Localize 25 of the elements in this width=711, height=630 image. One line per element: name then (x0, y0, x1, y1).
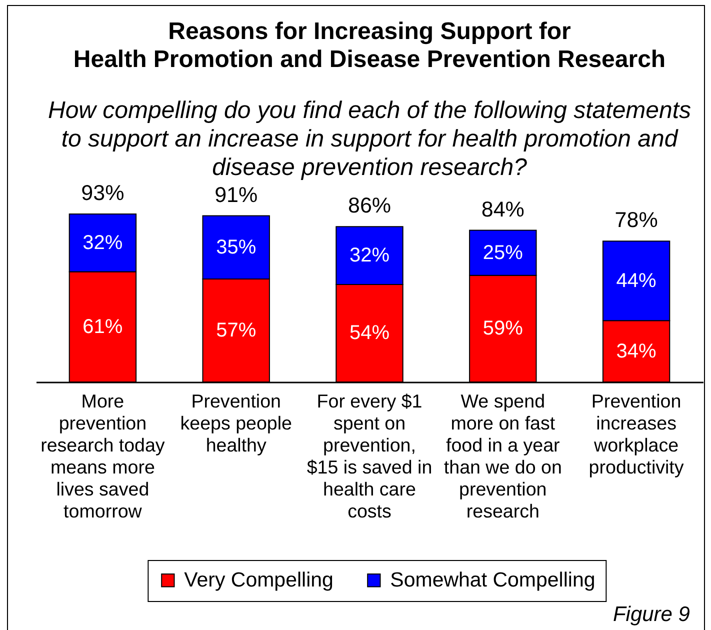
total-label: 86% (348, 194, 392, 218)
legend-label: Somewhat Compelling (390, 568, 596, 592)
data-label: 59% (482, 318, 524, 340)
chart-subtitle: How compelling do you find each of the following statements to support an increase in support for health promotion and disease prevention research? (48, 97, 692, 181)
chart-title: Reasons for Increasing Support for Health Promotion and Disease Prevention Research (73, 18, 666, 73)
legend-label: Very Compelling (184, 568, 334, 592)
total-label: 91% (214, 182, 258, 207)
total-label: 84% (481, 197, 524, 222)
x-tick-label: We spend more on fast food in a year than we do on prevention research (444, 390, 562, 522)
total-label: 93% (81, 181, 124, 205)
caption: Figure 9 (612, 603, 690, 627)
x-tick-label: Prevention keeps people healthy (180, 390, 292, 456)
data-label: 25% (482, 242, 524, 264)
data-label: 34% (616, 340, 657, 362)
data-label: 35% (216, 236, 256, 258)
data-label: 54% (349, 322, 390, 344)
total-label: 78% (614, 208, 658, 232)
data-label: 32% (82, 232, 123, 254)
x-tick-label: More prevention research today means more lives saved tomorrow (40, 390, 166, 522)
data-label: 44% (616, 270, 657, 292)
data-label: 32% (349, 244, 390, 267)
data-label: 57% (216, 320, 256, 342)
data-label: 61% (82, 316, 123, 338)
x-tick-label: For every $1 spent on prevention, $15 is saved in health care costs (306, 390, 432, 522)
x-tick-label: Prevention increases workplace productivity (588, 390, 684, 478)
